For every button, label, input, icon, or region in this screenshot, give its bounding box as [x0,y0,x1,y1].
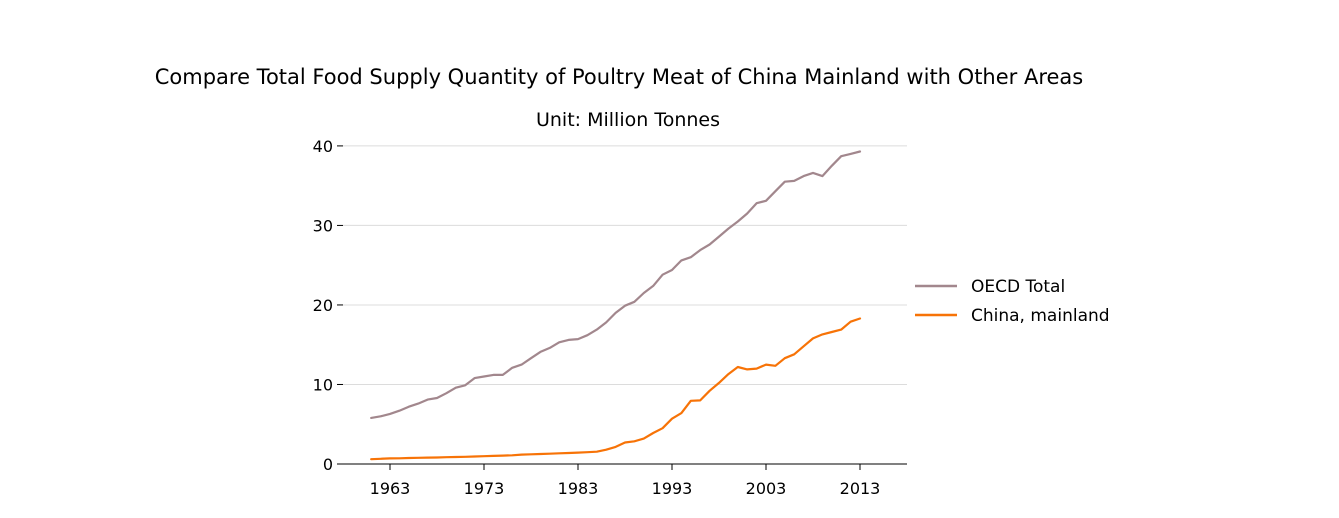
y-tick-label: 40 [313,137,333,156]
axes [337,145,907,470]
x-tick-label: 1993 [652,479,693,498]
legend-label-0: OECD Total [971,277,1065,297]
y-tick-label: 0 [323,455,333,474]
x-tick-label: 1973 [464,479,505,498]
y-tick-label: 10 [313,375,333,394]
gridlines [343,145,907,385]
series-line-0 [370,150,862,419]
chart-title: Compare Total Food Supply Quantity of Po… [155,65,1083,89]
x-tick-label: 2013 [840,479,881,498]
x-tick-label: 2003 [746,479,787,498]
x-tick-label: 1983 [558,479,599,498]
y-tick-label: 30 [313,216,333,235]
x-tick-label: 1963 [370,479,411,498]
chart-subtitle: Unit: Million Tonnes [536,109,720,131]
y-tick-label: 20 [313,296,333,315]
series-line-1 [370,317,862,461]
series-lines [370,150,862,461]
tick-labels: 0 10 20 30 40 1963 1973 1983 1993 2003 2013 [313,137,881,498]
legend: OECD Total China, mainland [915,277,1110,326]
legend-label-1: China, mainland [971,306,1110,326]
